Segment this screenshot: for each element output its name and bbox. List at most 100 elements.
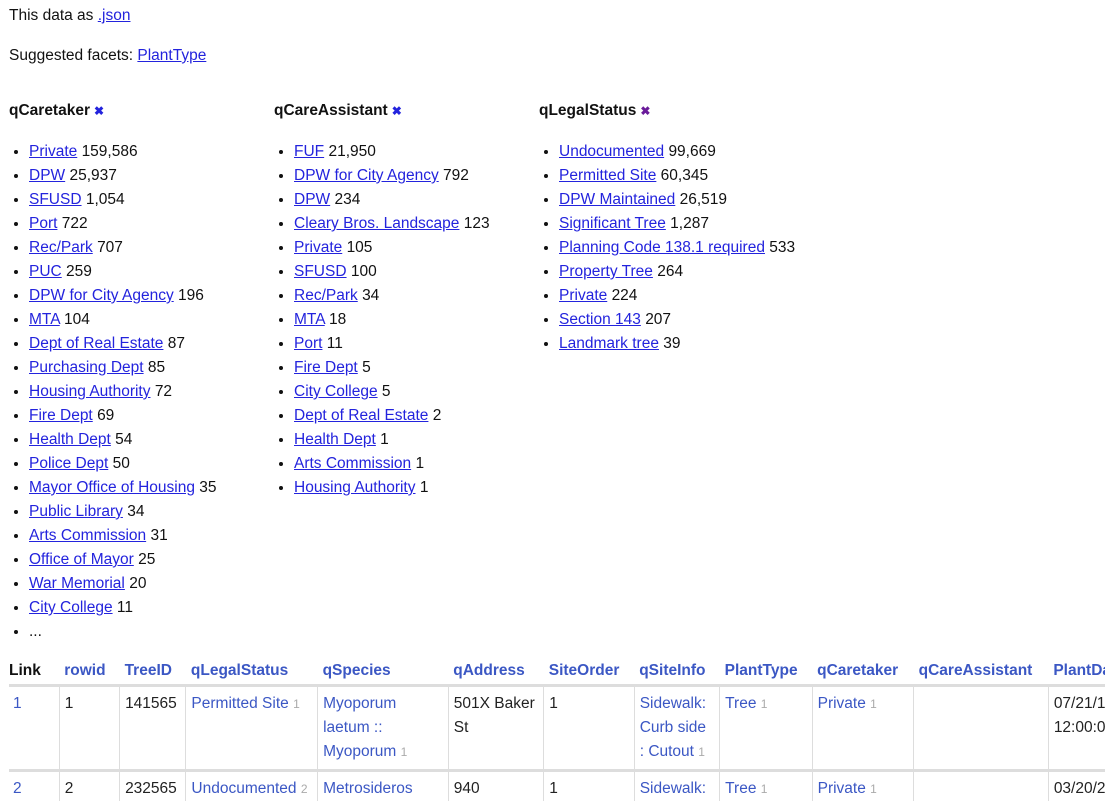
facet-item-link[interactable]: Port <box>29 215 58 232</box>
caretaker-link[interactable]: Private <box>817 780 866 797</box>
facet-item-link[interactable]: FUF <box>294 143 325 160</box>
legal-link[interactable]: Undocumented <box>191 780 297 797</box>
facet-item-link[interactable]: Arts Commission <box>294 455 412 472</box>
facet-item-link[interactable]: Housing Authority <box>294 479 416 496</box>
siteinfo-link[interactable]: Sidewalk: Curb side : Cutout <box>639 695 707 760</box>
facet-item-link[interactable]: DPW <box>29 167 66 184</box>
column-header-PlantDate[interactable]: PlantDate <box>1053 662 1105 679</box>
facet-item-link[interactable]: DPW for City Agency <box>294 167 439 184</box>
facet-item: Cleary Bros. Landscape 123 <box>294 212 539 236</box>
facet-item-count: 26,519 <box>679 191 728 208</box>
facet-item-link[interactable]: Permitted Site <box>559 167 657 184</box>
facet-item-link[interactable]: MTA <box>294 311 325 328</box>
remove-facet-icon[interactable]: ✖ <box>94 104 105 118</box>
facet-item-link[interactable]: War Memorial <box>29 575 125 592</box>
planttype-link[interactable]: Tree <box>725 695 757 712</box>
facet-item-link[interactable]: Landmark tree <box>559 335 659 352</box>
facet-item-link[interactable]: Fire Dept <box>294 359 358 376</box>
cell-species: Metrosideros <box>317 769 449 801</box>
facet-item: MTA 18 <box>294 308 539 332</box>
cell-species: Myoporum laetum :: Myoporum 1 <box>317 684 449 771</box>
table-header-row: Link rowid TreeID qLegalStatus qSpecies qAddr… <box>9 660 1105 686</box>
facet-item-link[interactable]: Private <box>29 143 78 160</box>
column-header-qSiteInfo[interactable]: qSiteInfo <box>639 662 706 679</box>
facet-item-link[interactable]: City College <box>29 599 113 616</box>
facet-item-link[interactable]: Police Dept <box>29 455 109 472</box>
facet-item-link[interactable]: Rec/Park <box>29 239 93 256</box>
column-header-PlantType[interactable]: PlantType <box>724 662 798 679</box>
facet-item-link[interactable]: City College <box>294 383 378 400</box>
facet-item-link[interactable]: Private <box>294 239 343 256</box>
facet-item: Significant Tree 1,287 <box>559 212 804 236</box>
facet-qCareAssistant: qCareAssistant✖FUF 21,950DPW for City Ag… <box>274 100 539 644</box>
legal-link[interactable]: Permitted Site <box>191 695 289 712</box>
facet-item-link[interactable]: SFUSD <box>29 191 82 208</box>
facet-item-link[interactable]: PUC <box>29 263 62 280</box>
facet-item-count: 1 <box>419 479 429 496</box>
facet-item-link[interactable]: Health Dept <box>294 431 376 448</box>
column-header-qSpecies[interactable]: qSpecies <box>322 662 391 679</box>
column-header-qCareAssistant[interactable]: qCareAssistant <box>918 662 1033 679</box>
remove-facet-icon[interactable]: ✖ <box>391 104 402 118</box>
column-header-TreeID[interactable]: TreeID <box>124 662 172 679</box>
facet-item-link[interactable]: Purchasing Dept <box>29 359 144 376</box>
facet-item-count: 1,054 <box>85 191 125 208</box>
siteinfo-link[interactable]: Sidewalk: <box>639 780 707 797</box>
facet-item-link[interactable]: DPW <box>294 191 331 208</box>
plantdate-value: 03/20/20 <box>1053 780 1105 797</box>
facet-item-link[interactable]: Health Dept <box>29 431 111 448</box>
facet-item-link[interactable]: Fire Dept <box>29 407 93 424</box>
facet-item-link[interactable]: Significant Tree <box>559 215 666 232</box>
species-link[interactable]: Myoporum laetum :: Myoporum <box>323 695 397 760</box>
facet-item: Planning Code 138.1 required 533 <box>559 236 804 260</box>
facets-container: qCaretaker✖Private 159,586DPW 25,937SFUS… <box>9 100 804 644</box>
facet-item-link[interactable]: Private <box>559 287 608 304</box>
cell-link: 2 <box>9 769 60 801</box>
facet-item-link[interactable]: Undocumented <box>559 143 665 160</box>
facet-item-link[interactable]: DPW for City Agency <box>29 287 174 304</box>
link-link[interactable]: 2 <box>13 780 22 797</box>
address-value: 501X Baker St <box>453 695 535 736</box>
link-link[interactable]: 1 <box>13 695 22 712</box>
facet-item: DPW for City Agency 792 <box>294 164 539 188</box>
facet-item-link[interactable]: Office of Mayor <box>29 551 134 568</box>
facet-item: Landmark tree 39 <box>559 332 804 356</box>
column-header-rowid[interactable]: rowid <box>64 662 106 679</box>
facet-item-link[interactable]: Arts Commission <box>29 527 147 544</box>
facet-item: Private 159,586 <box>29 140 274 164</box>
facet-item-link[interactable]: Port <box>294 335 323 352</box>
facet-item-link[interactable]: Mayor Office of Housing <box>29 479 195 496</box>
facet-item-link[interactable]: SFUSD <box>294 263 347 280</box>
json-link[interactable]: .json <box>97 7 131 24</box>
facet-item: Private 105 <box>294 236 539 260</box>
suggested-facet-planttype[interactable]: PlantType <box>137 47 207 64</box>
caretaker-link[interactable]: Private <box>817 695 866 712</box>
species-link[interactable]: Metrosideros <box>323 780 413 797</box>
facet-item-link[interactable]: Property Tree <box>559 263 653 280</box>
facet-item-link[interactable]: Dept of Real Estate <box>29 335 164 352</box>
facet-item-link[interactable]: DPW Maintained <box>559 191 676 208</box>
column-header-SiteOrder[interactable]: SiteOrder <box>548 662 620 679</box>
facet-item-link[interactable]: Section 143 <box>559 311 641 328</box>
facet-item: Arts Commission 1 <box>294 452 539 476</box>
facet-more[interactable]: ... <box>29 620 274 644</box>
facet-item: Health Dept 1 <box>294 428 539 452</box>
facet-item-link[interactable]: MTA <box>29 311 60 328</box>
column-header-qCaretaker[interactable]: qCaretaker <box>817 662 899 679</box>
facet-item-link[interactable]: Public Library <box>29 503 123 520</box>
facet-item-link[interactable]: Planning Code 138.1 required <box>559 239 765 256</box>
column-header-qLegalStatus[interactable]: qLegalStatus <box>190 662 289 679</box>
rowid-value: 1 <box>64 695 74 712</box>
facet-item-count: 85 <box>147 359 166 376</box>
address-value: 940 <box>453 780 480 797</box>
facet-item-link[interactable]: Rec/Park <box>294 287 358 304</box>
facet-item: City College 5 <box>294 380 539 404</box>
facet-list: FUF 21,950DPW for City Agency 792DPW 234… <box>274 140 539 500</box>
facet-item-link[interactable]: Dept of Real Estate <box>294 407 429 424</box>
facet-item-link[interactable]: Cleary Bros. Landscape <box>294 215 460 232</box>
facet-item-link[interactable]: Housing Authority <box>29 383 151 400</box>
remove-facet-icon[interactable]: ✖ <box>640 104 651 118</box>
facet-title: qCareAssistant ✖ <box>274 100 539 122</box>
planttype-link[interactable]: Tree <box>725 780 757 797</box>
column-header-qAddress[interactable]: qAddress <box>453 662 525 679</box>
